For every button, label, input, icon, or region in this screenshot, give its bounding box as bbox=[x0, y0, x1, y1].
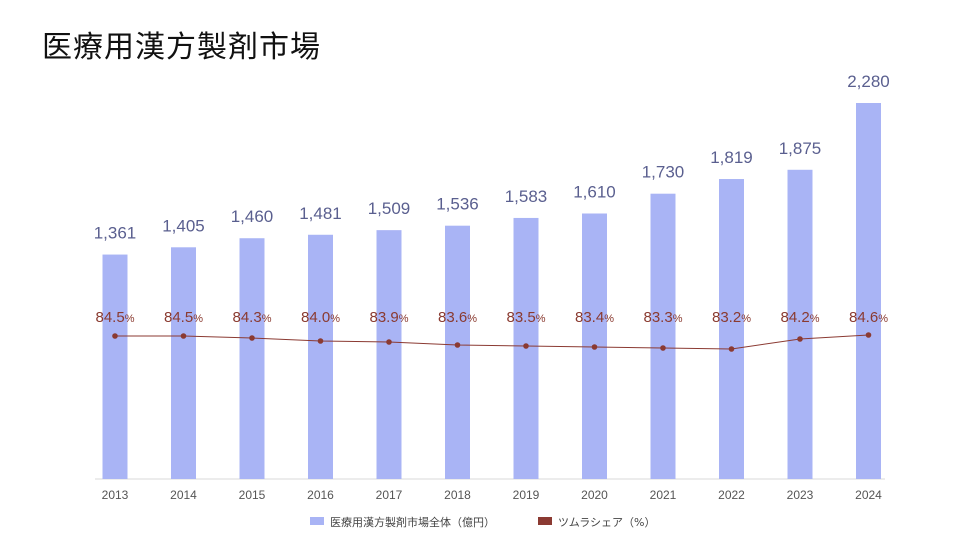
x-tick-2020: 2020 bbox=[581, 488, 608, 502]
share-point-2019 bbox=[523, 343, 529, 349]
x-axis-labels: 2013 2014 2015 2016 2017 2018 2019 2020 2021 2022… bbox=[102, 488, 883, 502]
x-tick-2021: 2021 bbox=[650, 488, 677, 502]
legend-swatch-share bbox=[538, 517, 552, 525]
bar-2023 bbox=[787, 169, 813, 479]
bar-series bbox=[102, 103, 881, 480]
x-tick-2022: 2022 bbox=[718, 488, 745, 502]
bar-2017 bbox=[376, 230, 402, 479]
bar-2014 bbox=[171, 247, 196, 479]
x-tick-2015: 2015 bbox=[239, 488, 266, 502]
share-point-2020 bbox=[591, 344, 598, 350]
share-point-2018 bbox=[454, 342, 461, 348]
share-point-2022 bbox=[728, 346, 735, 352]
share-point-2017 bbox=[386, 339, 392, 345]
share-line-series bbox=[112, 332, 872, 352]
share-label-2013: 84.5% bbox=[96, 309, 135, 326]
share-label-2016: 84.0% bbox=[301, 309, 340, 326]
x-tick-2024: 2024 bbox=[855, 488, 882, 502]
bar-2024 bbox=[856, 103, 881, 479]
bar-2016 bbox=[308, 234, 333, 479]
bar-label-2019: 1,583 bbox=[505, 187, 548, 206]
bar-label-2023: 1,875 bbox=[779, 139, 822, 158]
x-tick-2018: 2018 bbox=[444, 488, 471, 502]
bar-label-2021: 1,730 bbox=[642, 163, 685, 182]
x-tick-2014: 2014 bbox=[170, 488, 197, 502]
bar-label-2024: 2,280 bbox=[847, 72, 890, 91]
share-value-labels: 84.5% 84.5% 84.3% 84.0% 83.9% 83.6% 83.5% 83.4%… bbox=[96, 309, 889, 326]
bar-2018 bbox=[445, 225, 470, 479]
share-label-2019: 83.5% bbox=[507, 309, 546, 326]
legend: 医療用漢方製剤市場全体（億円） ツムラシェア（%） bbox=[310, 515, 655, 529]
share-point-2021 bbox=[660, 345, 666, 351]
bar-label-2016: 1,481 bbox=[299, 204, 342, 223]
share-point-2013 bbox=[112, 333, 118, 339]
bar-label-2022: 1,819 bbox=[710, 148, 753, 167]
bar-label-2015: 1,460 bbox=[231, 207, 274, 226]
bar-label-2017: 1,509 bbox=[368, 199, 411, 218]
share-label-2017: 83.9% bbox=[370, 309, 409, 326]
x-tick-2023: 2023 bbox=[787, 488, 814, 502]
legend-label-share: ツムラシェア（%） bbox=[558, 516, 655, 529]
bar-2021 bbox=[650, 193, 676, 479]
share-point-2023 bbox=[797, 336, 803, 342]
share-label-2015: 84.3% bbox=[233, 309, 272, 326]
x-tick-2013: 2013 bbox=[102, 488, 129, 502]
share-label-2021: 83.3% bbox=[644, 309, 683, 326]
bar-label-2013: 1,361 bbox=[94, 224, 137, 243]
legend-swatch-market bbox=[310, 517, 324, 525]
share-label-2018: 83.6% bbox=[438, 309, 477, 326]
page-title: 医療用漢方製剤市場 bbox=[42, 30, 321, 65]
bar-value-labels: 1,361 1,405 1,460 1,481 1,509 1,536 1,583 1,610… bbox=[94, 72, 890, 243]
bar-label-2020: 1,610 bbox=[573, 182, 616, 201]
x-tick-2019: 2019 bbox=[513, 488, 540, 502]
share-label-2024: 84.6% bbox=[849, 309, 888, 326]
share-label-2022: 83.2% bbox=[712, 309, 751, 326]
share-line bbox=[115, 334, 869, 350]
bar-label-2014: 1,405 bbox=[162, 216, 205, 235]
share-point-2015 bbox=[249, 335, 255, 341]
legend-label-market: 医療用漢方製剤市場全体（億円） bbox=[330, 515, 495, 529]
bar-2022 bbox=[719, 179, 744, 479]
bar-2015 bbox=[239, 238, 265, 479]
share-point-2014 bbox=[180, 333, 187, 339]
x-tick-2017: 2017 bbox=[376, 488, 403, 502]
share-label-2020: 83.4% bbox=[575, 309, 614, 326]
share-label-2014: 84.5% bbox=[164, 309, 203, 326]
x-tick-2016: 2016 bbox=[307, 488, 334, 502]
share-point-2016 bbox=[317, 338, 324, 344]
share-point-2024 bbox=[865, 332, 872, 338]
bar-label-2018: 1,536 bbox=[436, 195, 479, 214]
bar-2013 bbox=[102, 254, 128, 479]
share-label-2023: 84.2% bbox=[781, 309, 820, 326]
